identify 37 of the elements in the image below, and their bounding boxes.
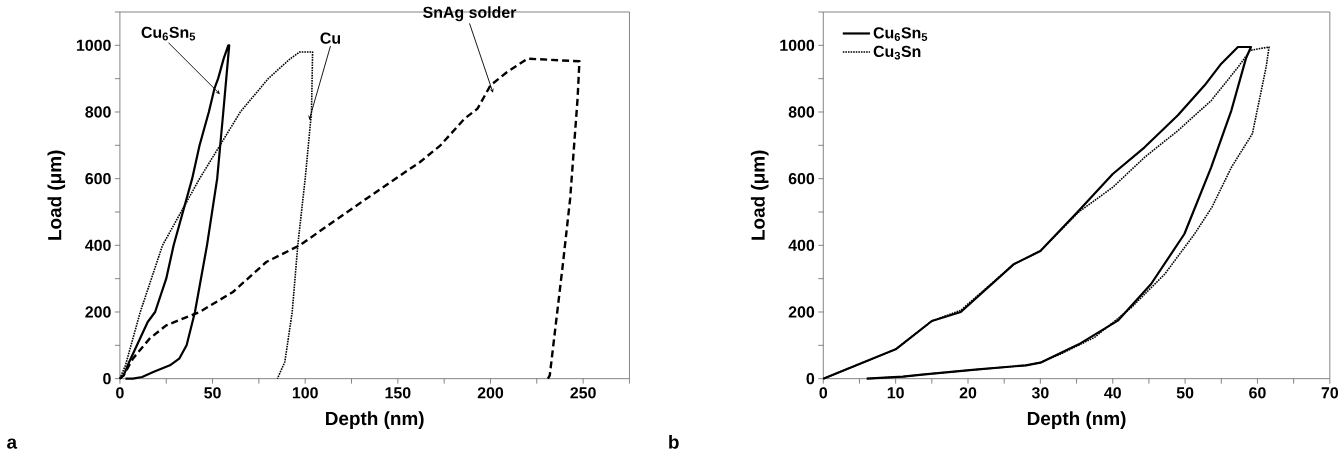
legend-label: Cu$_{3}$Sn [873, 45, 921, 60]
y-tick-label: 200 [788, 306, 815, 318]
y-tick-label: 1000 [780, 39, 815, 52]
y-tick-label: 400 [788, 239, 815, 252]
y-axis-title: Load (μm) [750, 150, 769, 240]
y-tick-label: 0 [806, 373, 815, 385]
x-tick-label: 20 [959, 387, 977, 399]
x-tick-label: 60 [1249, 387, 1266, 399]
text: b [669, 435, 679, 449]
y-tick-label: 600 [788, 173, 815, 185]
y-tick-label: 0 [103, 373, 111, 385]
annotation: SnAg solder [423, 6, 517, 22]
annotation: Cu [320, 32, 341, 45]
x-tick-label: 250 [570, 387, 596, 399]
x-tick-label: 40 [1104, 387, 1121, 399]
y-tick-label: 200 [85, 306, 111, 318]
x-tick-label: 150 [385, 387, 411, 399]
x-axis-title: Depth (nm) [1027, 411, 1126, 430]
annotation: Cu$_{6}$Sn$_{5}$ [141, 26, 196, 41]
x-tick-label: 70 [1321, 387, 1339, 399]
x-tick-label: 200 [477, 387, 504, 399]
y-tick-label: 1000 [76, 39, 111, 52]
y-tick-label: 600 [85, 173, 111, 185]
x-tick-label: 0 [116, 387, 124, 399]
x-tick-label: 100 [292, 387, 318, 399]
y-tick-label: 400 [85, 239, 111, 252]
x-tick-label: 10 [887, 387, 904, 399]
text: a [7, 438, 18, 449]
y-axis-title: Load (μm) [47, 150, 66, 240]
x-tick-label: 50 [204, 387, 221, 399]
x-tick-label: 0 [819, 387, 828, 399]
y-tick-label: 800 [85, 106, 111, 118]
y-tick-label: 800 [788, 106, 815, 118]
legend-label: Cu$_{6}$Sn$_{5}$ [873, 27, 928, 42]
x-axis-title: Depth (nm) [326, 411, 424, 430]
x-tick-label: 50 [1176, 387, 1194, 399]
x-tick-label: 30 [1031, 387, 1049, 399]
